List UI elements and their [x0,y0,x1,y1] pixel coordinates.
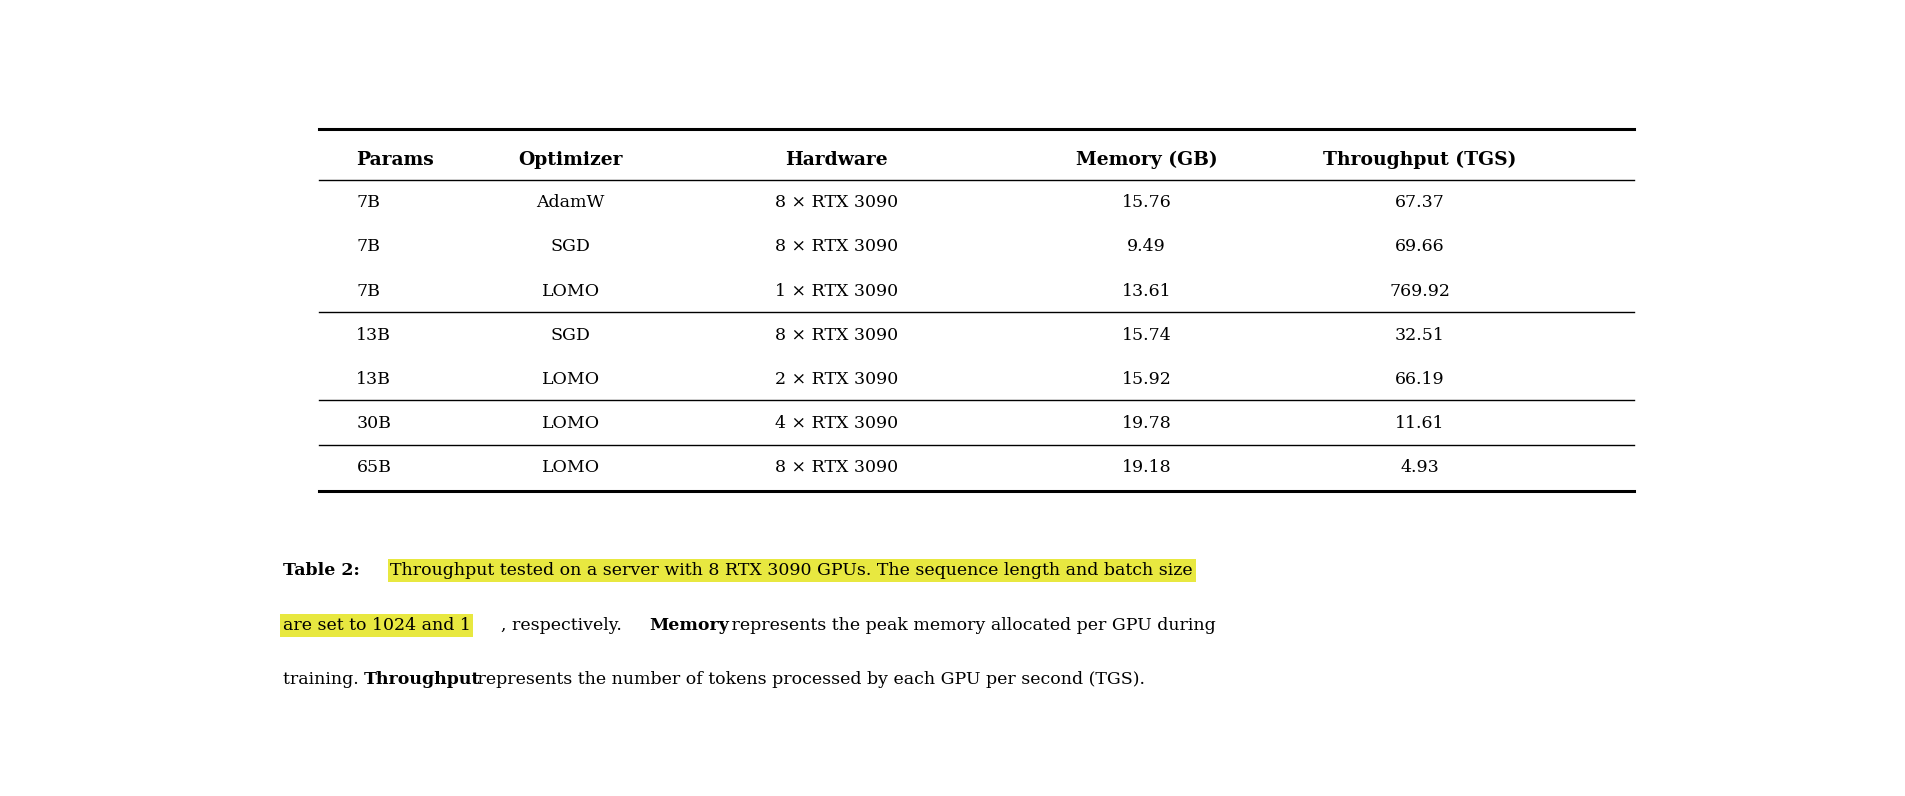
Text: 2 × RTX 3090: 2 × RTX 3090 [775,371,897,388]
Text: Memory (GB): Memory (GB) [1074,150,1217,169]
Text: 69.66: 69.66 [1394,239,1444,256]
Text: 4 × RTX 3090: 4 × RTX 3090 [775,415,897,432]
Text: 7B: 7B [356,194,381,211]
Text: 30B: 30B [356,415,391,432]
Text: Params: Params [356,151,434,169]
Text: 8 × RTX 3090: 8 × RTX 3090 [775,326,897,344]
Text: 15.74: 15.74 [1122,326,1172,344]
Text: 32.51: 32.51 [1394,326,1444,344]
Text: 65B: 65B [356,459,391,476]
Text: , respectively.: , respectively. [501,617,627,634]
Text: SGD: SGD [551,326,591,344]
Text: training.: training. [282,670,364,688]
Text: SGD: SGD [551,239,591,256]
Text: represents the number of tokens processed by each GPU per second (TGS).: represents the number of tokens processe… [471,670,1145,688]
Text: 19.18: 19.18 [1122,459,1172,476]
Text: AdamW: AdamW [535,194,604,211]
Text: Throughput: Throughput [364,670,480,688]
Text: 1 × RTX 3090: 1 × RTX 3090 [775,283,897,299]
Text: 15.92: 15.92 [1122,371,1172,388]
Text: LOMO: LOMO [541,283,600,299]
Text: 13.61: 13.61 [1122,283,1172,299]
Text: LOMO: LOMO [541,459,600,476]
Text: 769.92: 769.92 [1389,283,1450,299]
Text: 8 × RTX 3090: 8 × RTX 3090 [775,239,897,256]
Text: LOMO: LOMO [541,415,600,432]
Text: are set to 1024 and 1: are set to 1024 and 1 [282,617,471,634]
Text: 7B: 7B [356,239,381,256]
Text: LOMO: LOMO [541,371,600,388]
Text: 66.19: 66.19 [1394,371,1444,388]
Text: 8 × RTX 3090: 8 × RTX 3090 [775,194,897,211]
Text: Hardware: Hardware [785,151,888,169]
Text: 13B: 13B [356,371,391,388]
Text: Optimizer: Optimizer [518,151,623,169]
Text: 15.76: 15.76 [1122,194,1172,211]
Text: represents the peak memory allocated per GPU during: represents the peak memory allocated per… [726,617,1215,634]
Text: 19.78: 19.78 [1122,415,1172,432]
Text: 11.61: 11.61 [1394,415,1444,432]
Text: 67.37: 67.37 [1394,194,1444,211]
Text: Table 2:: Table 2: [282,562,360,579]
Text: Throughput (TGS): Throughput (TGS) [1322,150,1516,169]
Text: 13B: 13B [356,326,391,344]
Text: 4.93: 4.93 [1400,459,1438,476]
Text: 7B: 7B [356,283,381,299]
Text: Memory: Memory [648,617,728,634]
Text: Throughput tested on a server with 8 RTX 3090 GPUs. The sequence length and batc: Throughput tested on a server with 8 RTX… [391,562,1193,579]
Text: 8 × RTX 3090: 8 × RTX 3090 [775,459,897,476]
Text: 9.49: 9.49 [1126,239,1166,256]
